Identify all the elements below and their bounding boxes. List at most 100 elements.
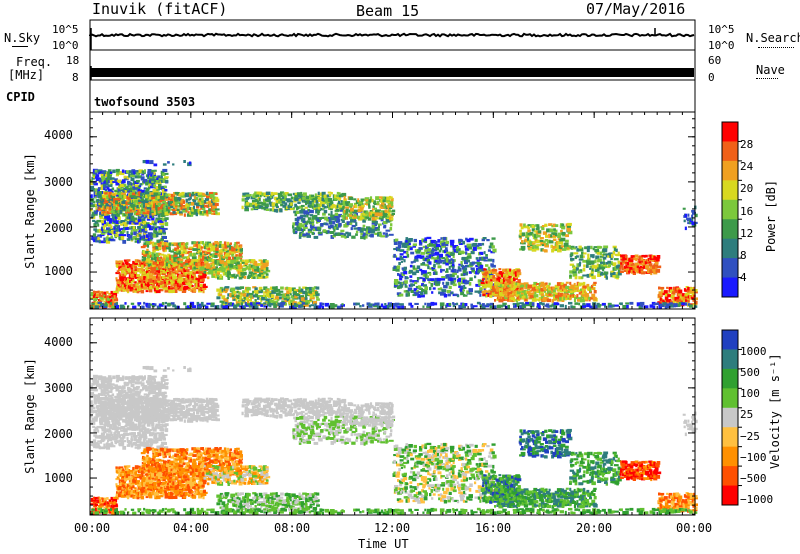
power-cell [129,264,134,267]
power-cell [122,212,125,217]
power-cell [395,267,400,272]
power-cell [627,270,633,273]
power-cell [130,199,133,203]
power-cell [692,291,695,294]
power-cell [629,266,633,271]
power-cell [119,279,123,282]
power-cell [99,199,105,203]
power-cell [215,266,219,270]
power-cell [469,277,473,281]
power-cell [128,185,133,188]
power-cell [253,272,257,275]
power-cell [350,218,354,223]
power-cell [167,200,170,205]
power-cell [420,255,425,259]
power-cell [324,197,329,200]
power-cell [151,193,155,197]
power-cell [119,209,123,214]
power-cell [262,261,267,265]
power-cell [220,260,225,264]
power-cell [510,277,515,282]
power-cell [391,209,396,213]
power-cell [108,299,113,304]
power-cell [404,283,407,287]
power-cell [298,291,304,294]
power-cell [100,183,104,188]
power-cell [238,265,243,270]
power-cell [310,194,315,197]
power-cell [355,233,358,236]
power-cell [119,231,125,234]
power-cell [521,295,526,300]
power-cell [398,274,403,277]
power-cell [635,259,638,262]
power-cell [555,241,559,245]
power-cell [504,291,508,295]
power-cell [442,281,445,285]
power-cell [118,260,124,264]
power-cell [134,289,138,293]
power-cell [107,184,113,187]
power-cell [205,245,211,249]
power-cell [548,223,553,226]
power-cell [329,193,332,197]
power-cell [482,275,486,278]
power-cell [117,209,120,213]
power-cell [373,203,378,205]
power-cell [160,239,163,243]
power-cell [592,247,595,251]
power-cell [106,206,110,210]
power-cell [114,178,118,183]
power-cell [582,274,587,277]
power-cell [412,265,416,270]
power-cell [149,279,154,283]
power-cell [121,201,125,204]
power-cell [591,275,596,280]
power-cell [109,237,114,241]
power-cell [196,205,200,209]
power-cell [337,305,342,310]
power-cell [116,198,122,201]
power-cell [453,268,457,273]
power-cell [602,247,608,252]
power-cell [293,302,297,307]
power-cell [130,273,133,278]
power-cell [182,281,187,285]
power-cell [276,298,280,301]
power-cell [159,209,162,213]
power-cell [195,196,199,201]
power-cell [212,196,217,201]
power-cell [419,268,423,272]
power-cell [97,171,101,175]
power-cell [259,272,264,275]
power-cell [149,198,152,202]
power-cell [312,301,318,305]
power-cell [282,198,287,201]
power-cell [222,272,226,276]
power-cell [470,305,475,310]
power-cell [368,211,372,216]
power-cell [106,240,111,244]
power-cell [480,281,485,285]
power-cell [584,295,588,300]
power-cell [195,262,199,266]
power-cell [91,176,95,180]
power-cell [180,243,183,248]
power-cell [225,288,229,291]
power-cell [206,195,211,199]
power-cell [568,301,573,305]
power-cell [605,265,608,268]
power-cell [130,281,133,284]
power-cell [633,257,639,261]
power-cell [306,200,311,205]
power-cell [160,288,164,292]
power-cell [108,194,112,198]
power-cell [592,283,597,286]
power-cell [579,269,583,272]
power-cell [483,237,487,240]
power-cell [229,245,233,250]
power-cell [237,262,242,267]
power-cell [187,211,190,214]
power-cell [106,227,111,231]
power-cell [571,287,577,290]
